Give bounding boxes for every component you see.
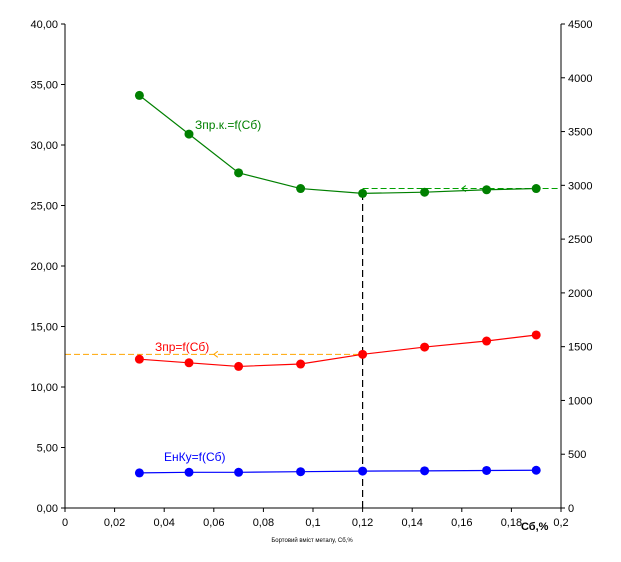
x-tick-label: 0 [62, 517, 68, 529]
series-line-0 [139, 94, 537, 195]
x-axis-end-label: Сб,% [521, 521, 549, 533]
y-right-tick-label: 4000 [568, 73, 592, 85]
series-layer [134, 90, 541, 478]
series-point-0 [358, 188, 368, 198]
y-left-tick-label: 10,00 [30, 382, 58, 394]
series-point-2 [234, 467, 244, 477]
y-left-tick-label: 25,00 [30, 201, 58, 213]
x-tick-label: 0,02 [104, 517, 125, 529]
y-left-tick-label: 20,00 [30, 261, 58, 273]
series-line-2 [139, 469, 537, 474]
series-point-0 [296, 184, 306, 194]
y-right-tick-label: 2500 [568, 234, 592, 246]
y-right-tick-label: 4500 [568, 19, 592, 31]
series-point-1 [234, 361, 244, 371]
y-right-tick-label: 1500 [568, 342, 592, 354]
series-point-0 [134, 90, 144, 100]
series-point-1 [531, 330, 541, 340]
x-tick-label: 0,16 [451, 517, 472, 529]
x-tick-label: 0,2 [553, 517, 568, 529]
series-label-green: Зпр.к.=f(Сб) [195, 118, 261, 132]
y-right-tick-label: 500 [568, 449, 586, 461]
series-point-1 [358, 349, 368, 359]
x-axis-label: Бортовий вміст металу, Сб,% [271, 537, 353, 544]
series-point-2 [134, 468, 144, 478]
series-point-2 [296, 467, 306, 477]
series-point-2 [482, 465, 492, 475]
x-tick-label: 0,18 [501, 517, 522, 529]
labels-layer: Бортовий вміст металу, Сб,% Сб,% Зпр.к.=… [155, 118, 549, 544]
y-right-tick-label: 1000 [568, 395, 592, 407]
ticks-layer: 0 0,02 0,04 0,06 0,08 0,1 0,12 0,14 0,16 0,18 0,20… [30, 19, 592, 529]
series-point-1 [184, 358, 194, 368]
series-point-2 [531, 465, 541, 475]
y-right-tick-label: 2000 [568, 288, 592, 300]
y-right-tick-label: 3500 [568, 127, 592, 139]
y-left-tick-label: 30,00 [30, 140, 58, 152]
x-tick-label: 0,04 [153, 517, 174, 529]
x-tick-label: 0,12 [352, 517, 373, 529]
y-right-tick-label: 0 [568, 503, 574, 515]
x-tick-label: 0,14 [401, 517, 422, 529]
annotation-layer [65, 185, 561, 508]
y-left-tick-label: 0,00 [37, 503, 58, 515]
series-point-1 [134, 354, 144, 364]
series-point-0 [184, 129, 194, 139]
series-point-2 [358, 466, 368, 476]
series-point-1 [420, 342, 430, 352]
series-label-red: Зпр=f(Сб) [155, 340, 209, 354]
reference-arrow-mark [212, 350, 219, 358]
series-point-1 [482, 336, 492, 346]
series-point-0 [482, 185, 492, 195]
series-point-1 [296, 359, 306, 369]
series-point-0 [531, 184, 541, 194]
series-label-blue: ЕнКу=f(Сб) [164, 450, 226, 464]
y-left-tick-label: 35,00 [30, 80, 58, 92]
x-tick-label: 0,08 [253, 517, 274, 529]
series-line-1 [139, 334, 537, 368]
y-left-tick-label: 5,00 [37, 443, 58, 455]
y-left-tick-label: 15,00 [30, 322, 58, 334]
series-point-2 [184, 467, 194, 477]
series-point-0 [420, 187, 430, 197]
series-point-2 [420, 466, 430, 476]
series-point-0 [234, 168, 244, 178]
y-left-tick-label: 40,00 [30, 19, 58, 31]
y-right-tick-label: 3000 [568, 180, 592, 192]
x-tick-label: 0,1 [305, 517, 320, 529]
x-tick-label: 0,06 [203, 517, 224, 529]
